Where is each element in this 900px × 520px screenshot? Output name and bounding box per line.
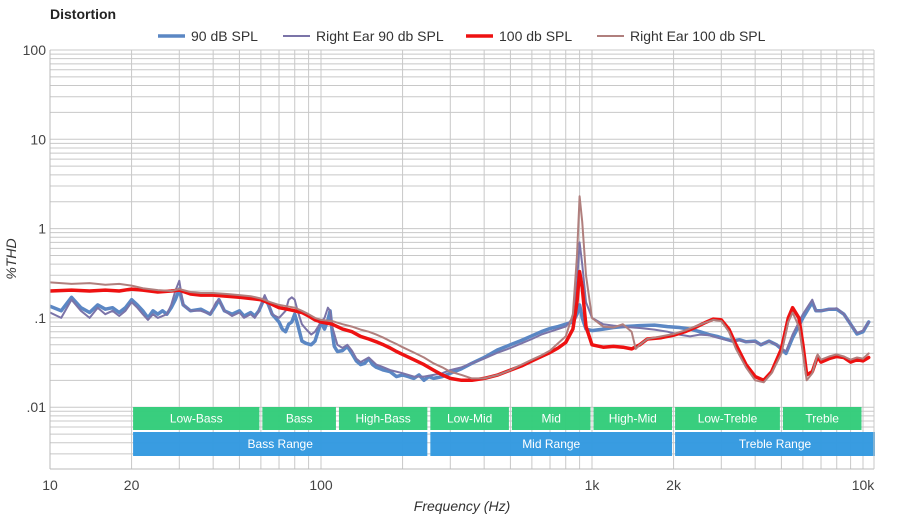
x-tick-label: 2k <box>666 477 682 493</box>
y-tick-label: 10 <box>30 131 46 147</box>
legend-item: 90 dB SPL <box>158 28 258 44</box>
band-bass-range: Bass Range <box>133 432 428 456</box>
legend-label: 90 dB SPL <box>191 28 258 44</box>
band-rect <box>675 407 780 430</box>
frequency-bands: Low-Bass Bass High-Bass Low-Mid Mid High-Mid L… <box>133 407 875 456</box>
band-label: Bass <box>286 412 313 426</box>
band-mid: Mid <box>511 407 591 430</box>
band-bass: Bass <box>262 407 336 430</box>
band-rect <box>133 432 428 456</box>
band-label: High-Mid <box>609 412 657 426</box>
band-high-mid: High-Mid <box>593 407 673 430</box>
band-rect <box>675 432 875 456</box>
band-rect <box>133 407 260 430</box>
y-tick-label: .1 <box>34 310 46 326</box>
plot-frame <box>49 50 875 470</box>
legend-label: Right Ear 100 db SPL <box>630 28 766 44</box>
band-label: Treble <box>805 412 839 426</box>
y-axis-ticks: 100 10 1 .1 .01 <box>23 42 47 415</box>
legend-item: Right Ear 100 db SPL <box>597 28 766 44</box>
legend-item: 100 db SPL <box>466 28 572 44</box>
series-line-right-ear-100-db-spl <box>50 195 870 384</box>
band-rect <box>511 407 591 430</box>
band-label: Mid Range <box>522 437 580 451</box>
band-rect <box>262 407 336 430</box>
band-label: Low-Bass <box>170 412 223 426</box>
x-tick-label: 10k <box>852 477 876 493</box>
x-axis-label: Frequency (Hz) <box>414 498 510 514</box>
series-lines <box>50 195 871 384</box>
band-rect <box>430 432 673 456</box>
x-tick-label: 20 <box>124 477 140 493</box>
band-rect <box>782 407 862 430</box>
series-line-100-db-spl <box>50 269 871 383</box>
band-label: Treble Range <box>739 437 812 451</box>
x-tick-label: 100 <box>309 477 333 493</box>
band-label: High-Bass <box>355 412 410 426</box>
x-axis-ticks: 10 20 100 1k 2k 10k <box>42 477 875 493</box>
x-tick-label: 1k <box>585 477 601 493</box>
band-mid-range: Mid Range <box>430 432 673 456</box>
legend-label: Right Ear 90 db SPL <box>316 28 444 44</box>
legend-label: 100 db SPL <box>499 28 572 44</box>
legend: 90 dB SPL Right Ear 90 db SPL 100 db SPL Ri… <box>158 28 766 44</box>
y-tick-label: .01 <box>27 399 47 415</box>
grid-lines <box>50 49 874 469</box>
y-tick-label: 1 <box>38 221 46 237</box>
band-label: Low-Treble <box>698 412 758 426</box>
series-line-right-ear-90-db-spl <box>50 241 870 378</box>
band-treble-range: Treble Range <box>675 432 875 456</box>
band-rect <box>593 407 673 430</box>
y-tick-label: 100 <box>23 42 47 58</box>
band-low-treble: Low-Treble <box>675 407 780 430</box>
y-axis-label: %THD <box>3 238 19 279</box>
band-low-bass: Low-Bass <box>133 407 260 430</box>
x-tick-label: 10 <box>42 477 58 493</box>
band-label: Mid <box>542 412 561 426</box>
band-treble: Treble <box>782 407 862 430</box>
band-rect <box>338 407 428 430</box>
band-high-bass: High-Bass <box>338 407 428 430</box>
band-rect <box>430 407 509 430</box>
legend-item: Right Ear 90 db SPL <box>283 28 444 44</box>
band-label: Low-Mid <box>447 412 492 426</box>
chart-title: Distortion <box>50 6 116 22</box>
band-low-mid: Low-Mid <box>430 407 509 430</box>
band-label: Bass Range <box>248 437 314 451</box>
